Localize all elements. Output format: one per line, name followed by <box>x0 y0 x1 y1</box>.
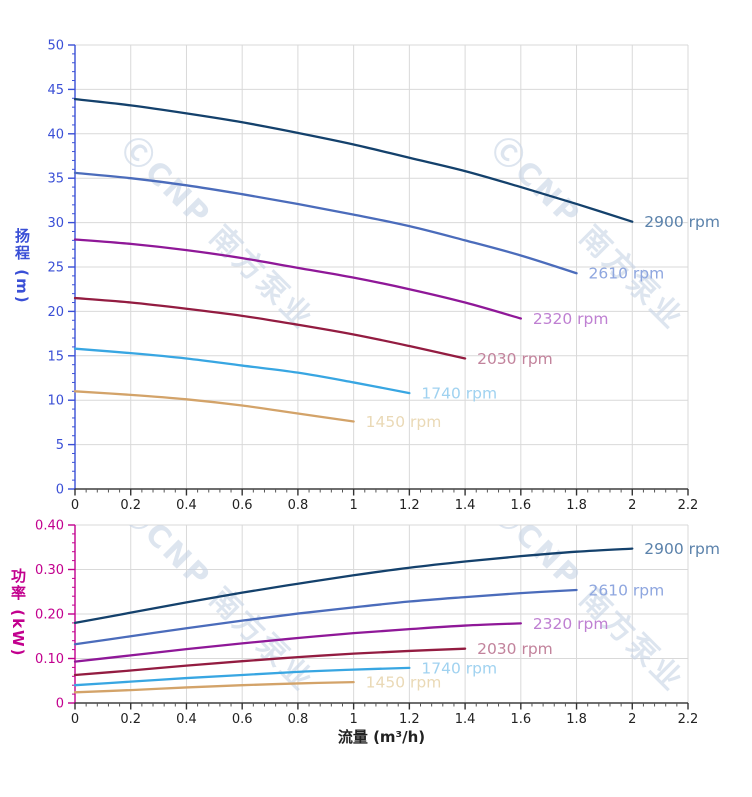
y-tick-label: 25 <box>47 261 64 276</box>
head-series: 2900 rpm 2610 rpm 2320 rpm 2030 rpm 1740 rpm… <box>73 98 720 431</box>
x-tick-label: 1.4 <box>455 498 476 513</box>
power-x-axis: 0 0.2 0.4 0.6 0.8 1 1.2 1.4 1.6 1.8 2 2.2 <box>71 703 698 727</box>
curve-label-1740-rpm: 1740 rpm <box>421 659 497 677</box>
x-tick-label: 0.8 <box>288 498 309 513</box>
x-tick-label: 0 <box>71 712 79 727</box>
x-tick-label: 0.2 <box>120 712 141 727</box>
y-tick-label: 15 <box>47 349 64 364</box>
x-tick-label: 0.6 <box>232 498 253 513</box>
curve-2030-rpm <box>73 647 467 677</box>
curve-1450-rpm <box>73 680 355 694</box>
head-y-axis: 0 5 10 15 20 25 30 35 40 45 50 <box>47 39 75 498</box>
y-tick-label: 20 <box>47 305 64 320</box>
y-tick-label: 35 <box>47 172 64 187</box>
curve-label-2900-rpm: 2900 rpm <box>644 213 720 231</box>
y-tick-label: 50 <box>47 39 64 54</box>
curve-label-2610-rpm: 2610 rpm <box>589 265 665 283</box>
watermark-text: ⒸCNP 南方泵业 <box>484 131 690 337</box>
curve-2610-rpm <box>73 588 578 646</box>
x-tick-label: 0.4 <box>176 712 197 727</box>
power-y-axis: 0 0.10 0.20 0.30 0.40 <box>35 519 75 712</box>
curve-2320-rpm <box>73 622 522 663</box>
curve-label-2030-rpm: 2030 rpm <box>477 640 553 658</box>
x-tick-label: 1.6 <box>510 712 531 727</box>
curve-label-1450-rpm: 1450 rpm <box>366 413 442 431</box>
x-tick-label: 1.4 <box>455 712 476 727</box>
x-tick-label: 1.6 <box>510 498 531 513</box>
curve-2900-rpm <box>73 547 634 625</box>
x-tick-label: 2 <box>628 712 636 727</box>
curve-2320-rpm <box>73 238 522 320</box>
head-watermarks: ⒸCNP 南方泵业 ⒸCNP 南方泵业 <box>114 131 690 337</box>
y-tick-label: 30 <box>47 216 64 231</box>
x-tick-label: 2.2 <box>678 498 699 513</box>
head-gridlines <box>75 44 689 489</box>
curve-label-2030-rpm: 2030 rpm <box>477 350 553 368</box>
x-tick-label: 1.8 <box>566 498 587 513</box>
curve-2900-rpm <box>73 98 634 223</box>
y-tick-label: 0.20 <box>35 608 64 623</box>
x-tick-label: 2 <box>628 498 636 513</box>
curve-1740-rpm <box>73 347 411 395</box>
y-tick-label: 45 <box>47 83 64 98</box>
curve-label-2900-rpm: 2900 rpm <box>644 540 720 558</box>
x-tick-label: 1 <box>349 712 357 727</box>
curve-label-1450-rpm: 1450 rpm <box>366 674 442 692</box>
flow-x-axis-title: 流量 (m³/h) <box>337 728 426 746</box>
x-tick-label: 1.2 <box>399 712 420 727</box>
curve-label-2320-rpm: 2320 rpm <box>533 615 609 633</box>
curve-label-1740-rpm: 1740 rpm <box>421 385 497 403</box>
y-tick-label: 10 <box>47 394 64 409</box>
x-tick-label: 0.8 <box>288 712 309 727</box>
power-y-axis-title: 功率 (kW) <box>9 568 27 658</box>
y-tick-label: 0.30 <box>35 563 64 578</box>
x-tick-label: 0.4 <box>176 498 197 513</box>
x-tick-label: 0.2 <box>120 498 141 513</box>
y-tick-label: 0 <box>56 697 64 712</box>
x-tick-label: 1 <box>349 498 357 513</box>
head-y-axis-title: 扬程 (m) <box>13 228 31 305</box>
curve-2610-rpm <box>73 171 578 275</box>
x-tick-label: 1.8 <box>566 712 587 727</box>
watermark-text: ⒸCNP 南方泵业 <box>114 131 320 337</box>
curve-2030-rpm <box>73 296 467 360</box>
x-tick-label: 1.2 <box>399 498 420 513</box>
y-tick-label: 0.10 <box>35 652 64 667</box>
x-tick-label: 0.6 <box>232 712 253 727</box>
head-x-axis: 0 0.2 0.4 0.6 0.8 1 1.2 1.4 1.6 1.8 2 2.2 <box>71 489 698 513</box>
curve-1450-rpm <box>73 390 355 423</box>
x-tick-label: 0 <box>71 498 79 513</box>
y-tick-label: 40 <box>47 127 64 142</box>
x-tick-label: 2.2 <box>678 712 699 727</box>
y-tick-label: 0.40 <box>35 519 64 534</box>
curve-label-2320-rpm: 2320 rpm <box>533 310 609 328</box>
y-tick-label: 0 <box>56 483 64 498</box>
curve-label-2610-rpm: 2610 rpm <box>589 581 665 599</box>
y-tick-label: 5 <box>56 438 64 453</box>
curve-1740-rpm <box>73 666 411 687</box>
